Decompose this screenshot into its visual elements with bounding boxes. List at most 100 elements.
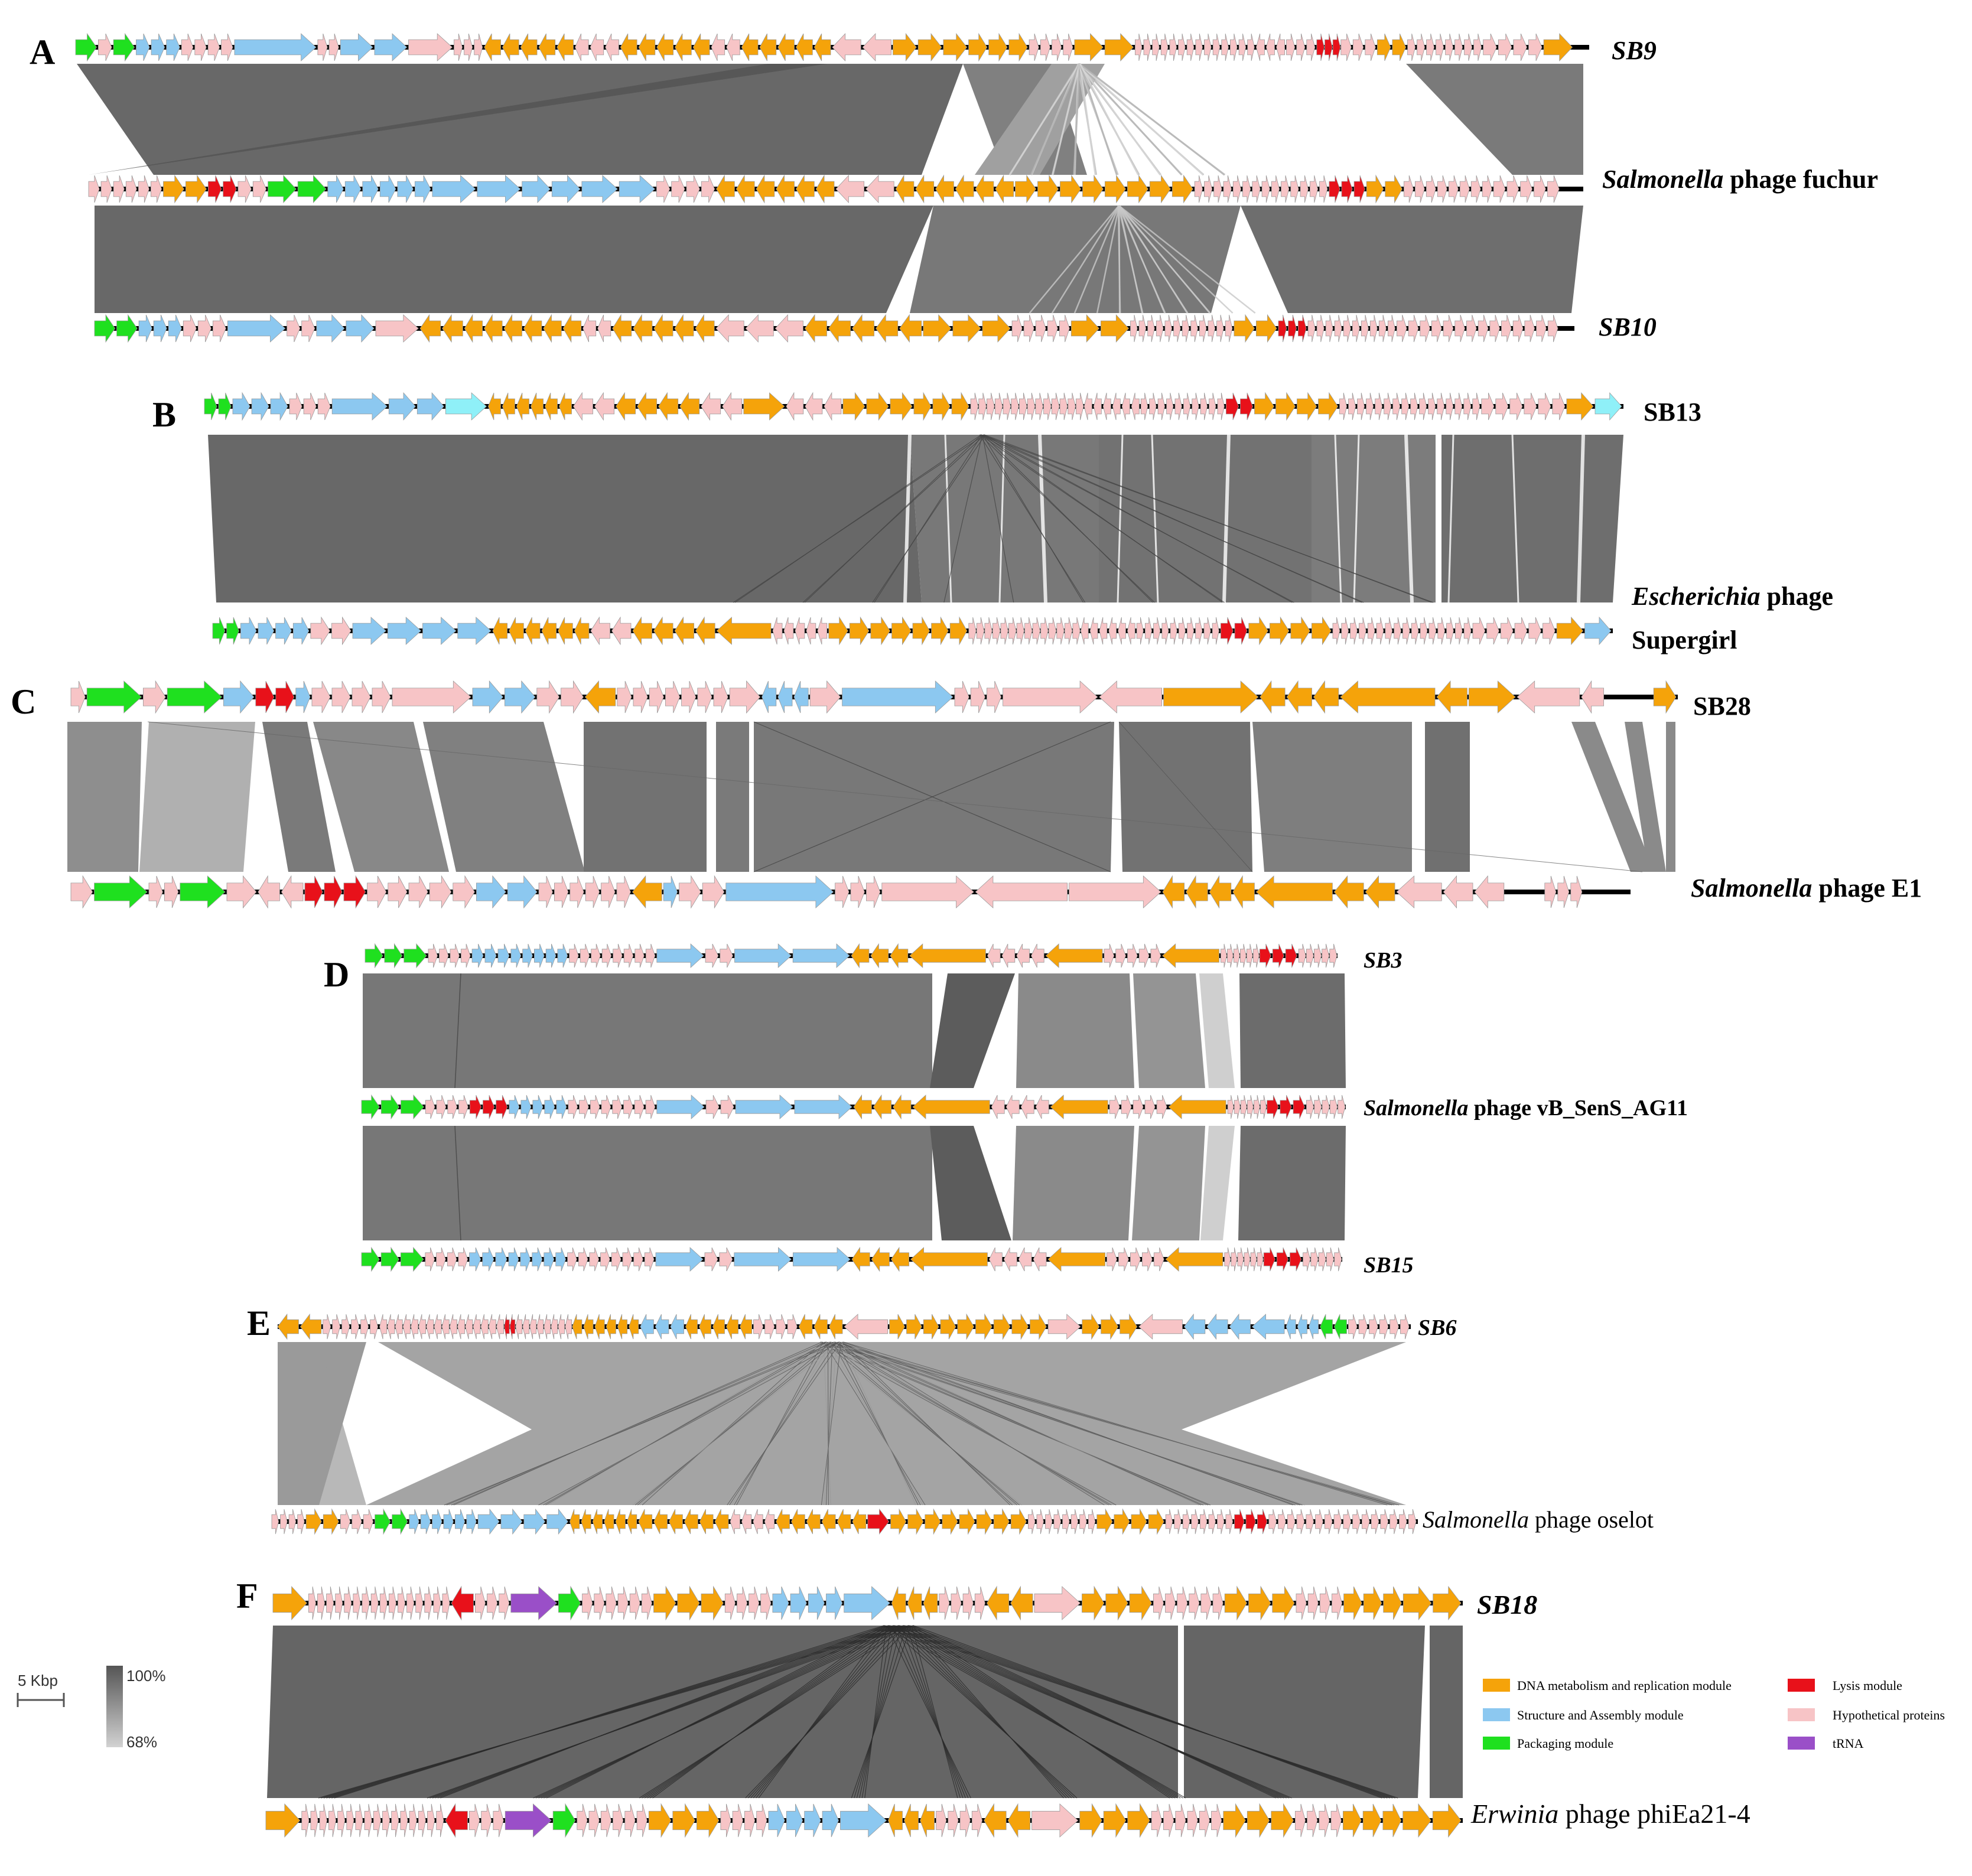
gene-arrow	[520, 1247, 531, 1272]
synteny-a-line	[1008, 63, 1081, 175]
gene-arrow	[1446, 392, 1454, 421]
gene-arrow	[484, 314, 503, 343]
gene-arrow	[1059, 392, 1068, 421]
gene-arrow	[1269, 616, 1290, 646]
gene-arrow	[633, 1247, 643, 1272]
gene-arrow	[1325, 314, 1333, 343]
synteny-e-line	[825, 1341, 1303, 1506]
gene-arrow	[1329, 1095, 1338, 1119]
gene-arrow	[1383, 1586, 1402, 1620]
gene-arrow	[1093, 392, 1102, 421]
gene-arrow	[1003, 392, 1011, 421]
gene-arrow	[424, 1586, 432, 1620]
gene-arrow	[150, 175, 162, 203]
gene-arrow	[719, 1247, 733, 1272]
gene-arrow	[1290, 1247, 1302, 1272]
synteny-a-5	[89, 64, 827, 175]
gene-arrow	[1148, 1508, 1164, 1535]
synteny-a-line	[1051, 205, 1120, 314]
gene-arrow	[1594, 392, 1622, 421]
gene-arrow	[1246, 943, 1253, 968]
gene-arrow	[1190, 314, 1198, 343]
gene-arrow	[853, 1094, 872, 1120]
gene-arrow	[1131, 392, 1140, 421]
gene-arrow	[1275, 392, 1296, 421]
synteny-f-line	[750, 1625, 902, 1799]
gene-arrow	[301, 1803, 310, 1838]
genome-label-sb13: SB13	[1644, 398, 1701, 426]
gene-arrow	[425, 1247, 435, 1272]
gene-arrow	[392, 680, 471, 714]
gene-arrow	[590, 33, 604, 61]
gene-arrow	[768, 1803, 785, 1838]
gene-arrow	[275, 617, 292, 645]
gene-arrow	[1524, 314, 1535, 343]
gene-arrow	[954, 680, 969, 714]
gene-arrow	[1369, 1314, 1378, 1340]
gene-arrow	[234, 33, 317, 61]
gene-arrow	[113, 32, 135, 62]
gene-arrow	[744, 1803, 756, 1838]
track-sb9	[75, 32, 1589, 62]
gene-arrow	[1007, 1803, 1030, 1838]
genome-label-sb10: SB10	[1599, 312, 1657, 341]
gene-arrow	[1306, 1509, 1314, 1535]
synteny-f-line	[856, 1625, 902, 1799]
gene-arrow	[705, 1095, 720, 1119]
gene-arrow	[1389, 1509, 1398, 1535]
synteny-e-line	[828, 1341, 1017, 1506]
gene-arrow	[475, 1586, 486, 1620]
gene-arrow	[701, 175, 715, 203]
synteny-c-6	[584, 722, 707, 872]
track-erwinia	[265, 1803, 1463, 1838]
gene-arrow	[644, 1247, 655, 1272]
gene-arrow	[1142, 1247, 1153, 1272]
gene-arrow	[1170, 617, 1177, 645]
gene-arrow	[952, 314, 981, 343]
synteny-e-line	[823, 1341, 837, 1506]
gene-arrow	[1045, 943, 1103, 968]
synteny-e-line	[833, 1341, 1109, 1506]
gene-arrow	[806, 1509, 821, 1535]
gene-arrow	[1223, 1803, 1246, 1838]
gene-arrow	[575, 33, 589, 61]
synteny-b-gap	[1511, 434, 1519, 603]
gene-arrow	[432, 1509, 442, 1535]
gene-arrow	[436, 1803, 444, 1838]
gene-arrow	[287, 314, 301, 343]
gene-arrow	[1276, 33, 1286, 61]
synteny-a-1	[77, 64, 963, 175]
gene-arrow	[374, 33, 408, 61]
synteny-e-line	[453, 1341, 822, 1506]
gene-arrow	[226, 617, 239, 645]
gene-arrow	[987, 392, 995, 421]
gene-arrow	[551, 1314, 558, 1340]
gene-arrow	[505, 680, 536, 714]
gene-arrow	[1186, 875, 1208, 909]
gene-arrow	[408, 33, 453, 61]
gene-arrow	[1271, 175, 1280, 203]
gene-arrow	[588, 1803, 600, 1838]
gene-arrow	[1498, 33, 1512, 61]
track-supergirl	[212, 616, 1613, 646]
gene-arrow	[340, 1509, 351, 1535]
synteny-f-line	[893, 1625, 1287, 1799]
gene-arrow	[1234, 314, 1255, 343]
synteny-f-line	[912, 1625, 1065, 1799]
gene-arrow	[1402, 1803, 1431, 1838]
gene-arrow	[546, 1508, 568, 1535]
gene-arrow	[207, 175, 222, 203]
gene-arrow	[419, 314, 441, 343]
synteny-d-line	[454, 1125, 461, 1241]
gene-arrow	[835, 174, 864, 204]
gene-arrow	[370, 1586, 379, 1620]
gene-arrow	[1417, 33, 1426, 61]
synteny-e-line	[538, 1341, 840, 1506]
synteny-b-gap	[998, 434, 1005, 603]
synteny-a-line	[1118, 205, 1256, 314]
gene-arrow	[351, 1314, 360, 1340]
gene-arrow	[1217, 392, 1225, 421]
gene-arrow	[558, 1314, 565, 1340]
genome-label-ag11: Salmonella phage vB_SenS_AG11	[1364, 1096, 1688, 1121]
gene-arrow	[1224, 1247, 1231, 1272]
